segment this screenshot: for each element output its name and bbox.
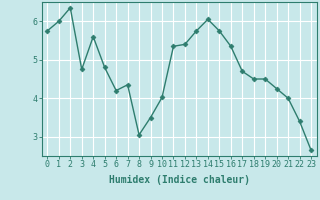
X-axis label: Humidex (Indice chaleur): Humidex (Indice chaleur) (109, 175, 250, 185)
